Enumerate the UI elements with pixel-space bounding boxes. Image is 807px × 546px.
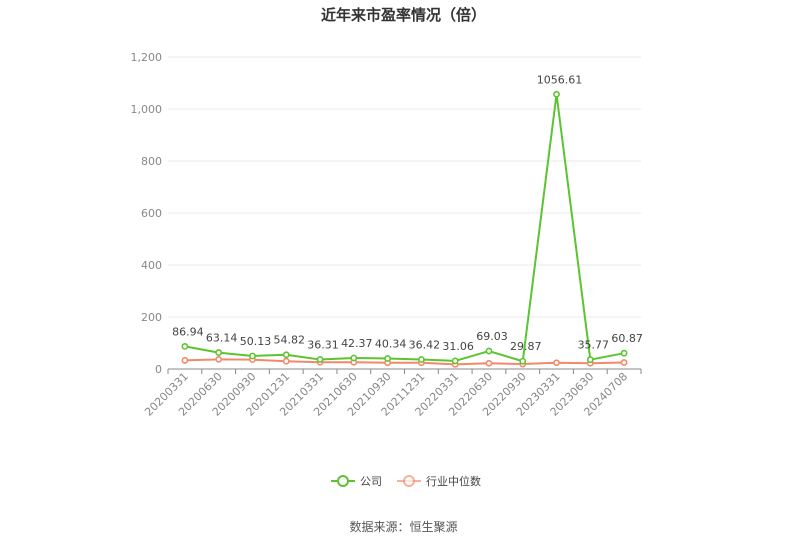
data-label: 1056.61	[537, 73, 583, 86]
company-data-point	[215, 349, 223, 356]
data-labels: 86.94 63.14 50.13 54.82 36.31 42.37 40.34 36.42…	[172, 73, 643, 353]
industry-median-data-point	[181, 357, 189, 364]
legend-item-industry-median[interactable]: 行业中位数	[397, 474, 481, 488]
chart-title: 近年来市盈率情况（倍）	[320, 6, 486, 24]
company-data-point	[620, 349, 628, 357]
data-label: 40.34	[375, 338, 407, 351]
data-label: 69.03	[476, 330, 508, 343]
company-data-point	[316, 356, 324, 363]
series-layer	[181, 90, 628, 368]
company-data-point	[519, 357, 527, 365]
y-tick-label: 1,200	[131, 51, 163, 64]
data-label: 50.13	[240, 335, 272, 348]
company-data-point	[451, 357, 459, 365]
y-tick-label: 200	[141, 311, 162, 324]
legend[interactable]: 公司 行业中位数	[331, 474, 481, 488]
company-data-point	[249, 352, 256, 360]
industry-median-series-line	[184, 358, 625, 366]
y-tick-label: 600	[141, 207, 162, 220]
legend-circle-marker	[403, 475, 415, 487]
company-series-line	[184, 93, 625, 363]
data-label: 86.94	[172, 325, 204, 338]
industry-median-data-point	[553, 359, 560, 367]
industry-median-data-point	[620, 359, 628, 366]
data-label: 60.87	[611, 332, 643, 345]
data-label: 36.42	[409, 339, 441, 352]
industry-median-data-point	[282, 357, 290, 365]
company-data-point	[417, 356, 425, 363]
legend-item-company[interactable]: 公司	[331, 475, 382, 488]
y-tick-label: 400	[141, 259, 162, 272]
company-data-point	[553, 90, 560, 98]
data-label: 63.14	[206, 332, 238, 345]
company-data-point	[586, 356, 594, 364]
legend-label: 行业中位数	[426, 474, 481, 488]
company-data-point	[485, 347, 493, 355]
y-tick-label: 800	[141, 155, 162, 168]
y-tick-label: 0	[155, 363, 162, 376]
legend-circle-marker	[337, 475, 349, 487]
company-data-point	[282, 351, 290, 359]
data-label: 29.87	[510, 340, 542, 353]
data-label: 54.82	[274, 334, 306, 347]
data-label: 42.37	[341, 337, 373, 350]
company-data-point	[384, 355, 392, 362]
company-data-point	[350, 354, 358, 362]
y-tick-label: 1,000	[131, 103, 163, 116]
company-data-point	[181, 342, 189, 350]
x-axis: 2020033120200630202009302020123120210331…	[142, 368, 642, 419]
data-label: 35.77	[578, 339, 610, 352]
legend-label: 公司	[360, 475, 382, 488]
data-source-note: 数据来源：恒生聚源	[349, 520, 458, 534]
industry-median-data-point	[215, 355, 223, 363]
industry-median-data-point	[485, 359, 493, 367]
y-axis: 0 200 400 600 800 1,000 1,200	[131, 51, 163, 376]
data-label: 36.31	[307, 339, 339, 352]
data-label: 31.06	[442, 340, 474, 353]
grid-lines	[168, 56, 641, 318]
